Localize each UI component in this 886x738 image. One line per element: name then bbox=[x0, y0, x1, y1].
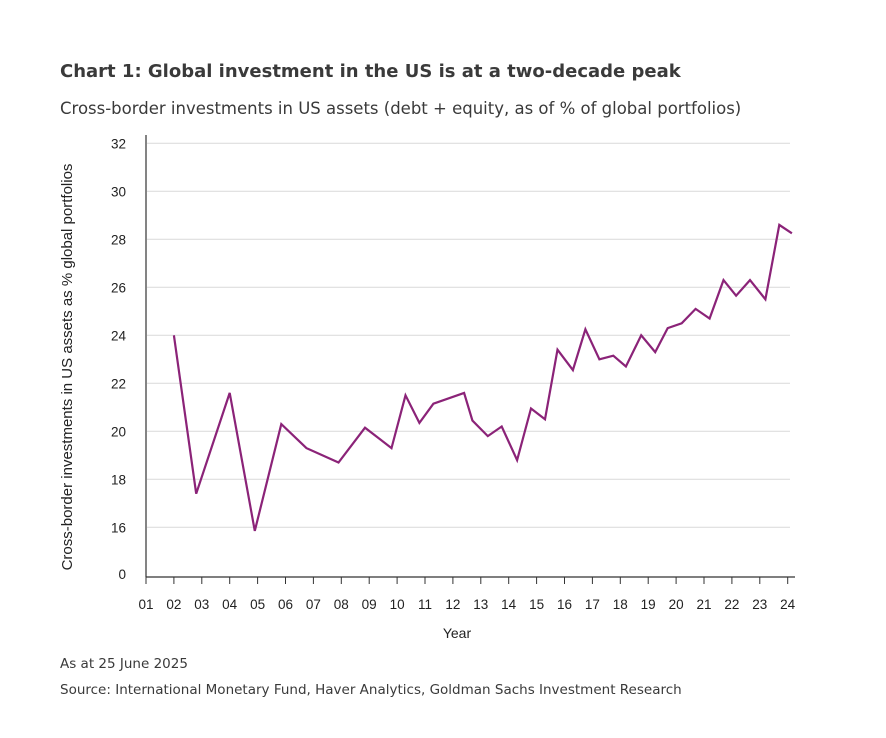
x-tick-label: 08 bbox=[334, 597, 349, 612]
y-tick-label: 22 bbox=[111, 376, 126, 391]
x-tick-label: 03 bbox=[194, 597, 209, 612]
y-axis-label: Cross-border investments in US assets as… bbox=[59, 164, 76, 571]
date-note: As at 25 June 2025 bbox=[60, 656, 188, 672]
chart-title: Chart 1: Global investment in the US is … bbox=[60, 61, 681, 82]
x-tick-label: 18 bbox=[613, 597, 628, 612]
x-tick-label: 05 bbox=[250, 597, 265, 612]
x-tick-label: 01 bbox=[138, 597, 153, 612]
x-tick-label: 15 bbox=[529, 597, 544, 612]
x-tick-label: 14 bbox=[501, 597, 517, 612]
gridlines bbox=[147, 142, 790, 528]
x-tick-label: 16 bbox=[557, 597, 572, 612]
y-tick-label: 24 bbox=[111, 328, 127, 343]
chart-subtitle: Cross-border investments in US assets (d… bbox=[60, 99, 742, 118]
y-tick-label: 32 bbox=[111, 136, 126, 151]
y-tick-label: 20 bbox=[111, 424, 126, 439]
x-ticks: 01 02 03 04 05 06 07 08 09 10 11 12 13 14 15 16 17 18 19 20… bbox=[138, 577, 796, 612]
y-tick-label: 30 bbox=[111, 184, 126, 199]
x-tick-label: 09 bbox=[362, 597, 377, 612]
source-note: Source: International Monetary Fund, Hav… bbox=[60, 682, 682, 698]
y-tick-label: 16 bbox=[111, 520, 126, 535]
x-axis-label: Year bbox=[443, 625, 472, 641]
x-tick-label: 07 bbox=[306, 597, 321, 612]
x-tick-label: 19 bbox=[641, 597, 656, 612]
series-line bbox=[172, 223, 793, 532]
x-tick-label: 17 bbox=[585, 597, 600, 612]
x-tick-label: 06 bbox=[278, 597, 293, 612]
x-tick-label: 23 bbox=[752, 597, 767, 612]
x-tick-label: 10 bbox=[390, 597, 405, 612]
x-tick-label: 22 bbox=[724, 597, 739, 612]
x-tick-label: 24 bbox=[780, 597, 796, 612]
y-tick-label: 18 bbox=[111, 472, 126, 487]
y-tick-label: 26 bbox=[111, 280, 126, 295]
x-tick-label: 02 bbox=[166, 597, 181, 612]
x-tick-label: 20 bbox=[669, 597, 684, 612]
x-tick-label: 04 bbox=[222, 597, 238, 612]
y-tick-label: 0 bbox=[118, 567, 126, 582]
y-tick-label: 28 bbox=[111, 232, 126, 247]
x-tick-label: 11 bbox=[418, 597, 432, 612]
y-tick-labels: 0 16 18 20 22 24 26 28 30 32 bbox=[111, 136, 127, 582]
x-tick-label: 21 bbox=[696, 597, 711, 612]
x-tick-label: 13 bbox=[473, 597, 488, 612]
series-points bbox=[173, 224, 792, 531]
x-tick-label: 12 bbox=[445, 597, 460, 612]
